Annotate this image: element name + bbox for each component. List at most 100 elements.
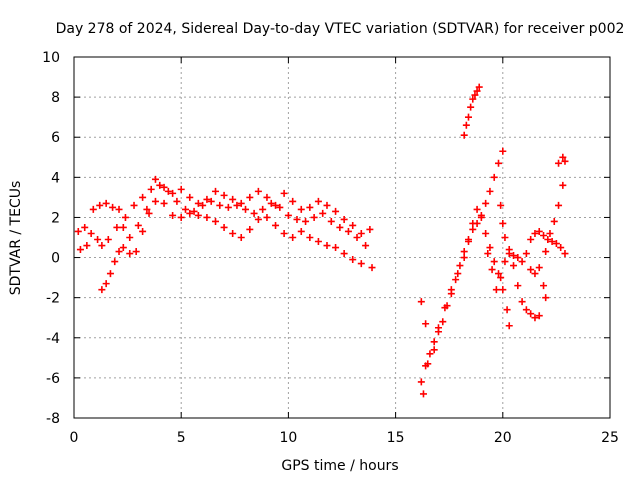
data-point	[173, 197, 181, 205]
data-point	[224, 203, 232, 211]
data-point	[96, 201, 104, 209]
data-point	[495, 270, 503, 278]
y-axis-label: SDTVAR / TECUs	[8, 181, 24, 296]
series-arc-3	[98, 175, 374, 294]
x-tick-label: 10	[279, 430, 297, 446]
y-tick-labels: -8 -6 -4 -2 0 2 4 6 8 10	[42, 50, 60, 427]
x-axis-label: GPS time / hours	[281, 458, 398, 474]
data-point	[501, 234, 509, 241]
data-point	[220, 223, 228, 231]
data-point	[194, 199, 202, 207]
data-point	[111, 258, 119, 266]
data-point	[430, 338, 438, 346]
data-point	[332, 207, 340, 215]
data-point	[464, 113, 472, 121]
data-point	[518, 298, 526, 306]
data-point	[207, 197, 215, 205]
y-tick-label: -8	[46, 411, 60, 427]
data-point	[327, 217, 335, 225]
y-tick-label: 8	[51, 90, 60, 106]
data-point	[156, 181, 164, 189]
data-point	[98, 242, 106, 250]
data-point	[254, 187, 262, 195]
data-point	[492, 286, 500, 294]
y-tick-label: 2	[51, 210, 60, 226]
series-arc-7	[484, 250, 550, 322]
series-arc-2	[76, 197, 365, 268]
data-point	[559, 153, 567, 161]
x-tick-label: 15	[387, 430, 405, 446]
data-point	[216, 201, 224, 209]
data-point	[499, 147, 507, 155]
data-point	[499, 219, 507, 227]
data-point	[357, 260, 365, 268]
data-point	[106, 270, 114, 278]
data-point	[323, 242, 331, 250]
data-point	[147, 185, 155, 193]
data-point	[115, 248, 123, 256]
data-point	[297, 205, 305, 213]
data-point	[254, 215, 262, 223]
y-tick-label: -6	[46, 371, 60, 387]
data-point	[349, 221, 357, 229]
data-point	[469, 95, 477, 103]
data-point	[139, 193, 147, 201]
data-point	[368, 264, 376, 272]
data-point	[460, 254, 468, 262]
x-tick-label: 0	[70, 430, 79, 446]
plot-frame	[73, 56, 611, 419]
data-point	[74, 227, 82, 235]
data-point	[177, 185, 185, 193]
y-tick-label: 0	[51, 251, 60, 267]
series-arc-6	[460, 83, 483, 139]
data-point	[263, 193, 271, 201]
y-tick-label: 4	[51, 170, 60, 186]
data-point	[115, 205, 123, 213]
data-point	[349, 256, 357, 264]
data-point	[475, 83, 483, 91]
data-point	[482, 229, 490, 237]
data-point	[447, 286, 455, 294]
data-point	[469, 225, 477, 233]
data-point	[471, 91, 479, 99]
data-point	[441, 304, 449, 312]
data-point	[190, 207, 198, 215]
data-point	[503, 306, 511, 314]
data-point	[417, 298, 425, 306]
data-point	[510, 252, 518, 260]
data-point	[424, 360, 432, 368]
data-point	[143, 205, 151, 213]
chart-title: Day 278 of 2024, Sidereal Day-to-day VTE…	[56, 21, 625, 37]
data-point	[102, 280, 110, 288]
data-point	[477, 213, 485, 221]
data-point	[505, 322, 513, 330]
data-point	[514, 282, 522, 290]
data-point	[139, 227, 147, 235]
data-point	[267, 199, 275, 207]
data-point	[314, 197, 322, 205]
data-point	[169, 211, 177, 219]
data-points	[74, 83, 569, 398]
data-point	[531, 229, 539, 237]
data-point	[452, 276, 460, 284]
data-point	[535, 264, 543, 272]
data-point	[362, 242, 370, 250]
data-point	[505, 246, 513, 254]
data-point	[169, 189, 177, 197]
series-arc-5	[417, 205, 513, 368]
data-point	[272, 221, 280, 229]
x-tick-label: 5	[177, 430, 186, 446]
data-point	[357, 229, 365, 237]
data-point	[233, 201, 241, 209]
data-point	[454, 270, 462, 278]
data-point	[145, 209, 153, 217]
data-point	[540, 282, 548, 290]
data-point	[199, 201, 207, 209]
data-point	[94, 236, 102, 244]
x-tick-label: 20	[494, 430, 512, 446]
data-point	[486, 244, 494, 252]
y-tick-label: 6	[51, 130, 60, 146]
series-arc-9	[527, 153, 569, 278]
data-point	[186, 193, 194, 201]
data-point	[237, 234, 245, 241]
